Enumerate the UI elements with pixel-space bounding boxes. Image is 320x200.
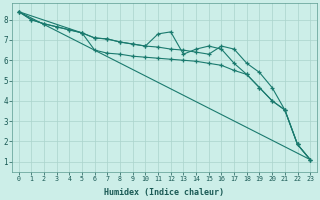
X-axis label: Humidex (Indice chaleur): Humidex (Indice chaleur) (104, 188, 224, 197)
